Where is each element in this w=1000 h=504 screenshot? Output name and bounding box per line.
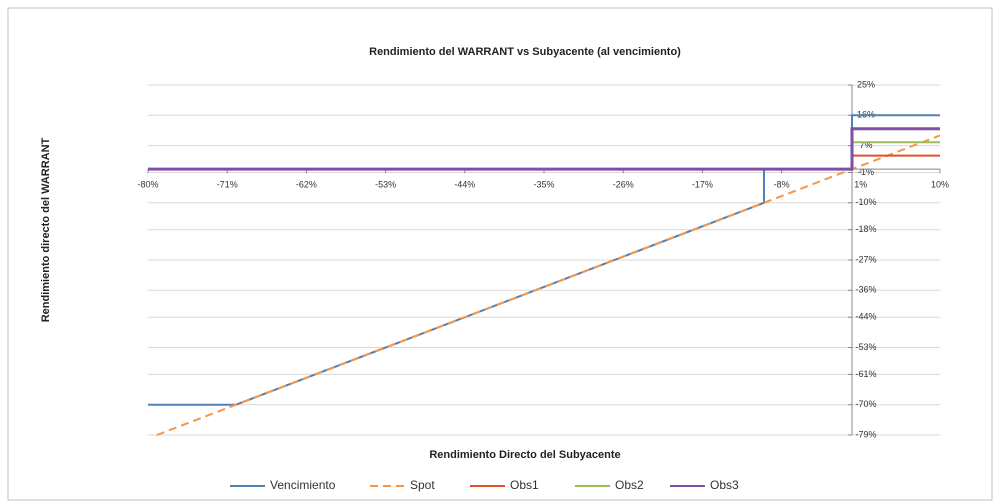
legend-label: Obs3 [710, 478, 739, 492]
y-tick-label: -44% [855, 312, 876, 322]
y-tick-label: -53% [855, 342, 876, 352]
x-tick-label: -53% [375, 180, 396, 190]
y-tick-label: -27% [855, 254, 876, 264]
y-tick-label: 7% [859, 140, 872, 150]
legend-label: Obs1 [510, 478, 539, 492]
series-line [156, 134, 941, 436]
legend-label: Vencimiento [270, 478, 336, 492]
x-axis-title: Rendimiento Directo del Subyacente [429, 449, 620, 461]
x-tick-label: -26% [613, 180, 634, 190]
x-tick-label: -8% [774, 180, 790, 190]
x-tick-label: -35% [533, 180, 554, 190]
y-tick-label: -10% [855, 197, 876, 207]
y-tick-label: -79% [855, 429, 876, 439]
chart-title: Rendimiento del WARRANT vs Subyacente (a… [369, 46, 681, 58]
y-tick-label: 25% [857, 79, 875, 89]
y-tick-label: -1% [858, 167, 874, 177]
legend-label: Obs2 [615, 478, 644, 492]
chart-border [7, 7, 993, 501]
legend-label: Spot [410, 478, 435, 492]
x-tick-label: 10% [931, 180, 949, 190]
y-axis-title: Rendimiento directo del WARRANT [40, 137, 52, 322]
series-line [148, 127, 940, 171]
x-tick-label: -71% [217, 180, 238, 190]
y-tick-label: -70% [855, 399, 876, 409]
y-tick-label: -36% [855, 285, 876, 295]
y-tick-label: -18% [855, 224, 876, 234]
x-tick-label: -62% [296, 180, 317, 190]
x-tick-label: -17% [692, 180, 713, 190]
x-tick-label: -44% [454, 180, 475, 190]
x-tick-label: -80% [137, 180, 158, 190]
y-tick-label: -61% [855, 369, 876, 379]
x-tick-label: 1% [854, 180, 867, 190]
